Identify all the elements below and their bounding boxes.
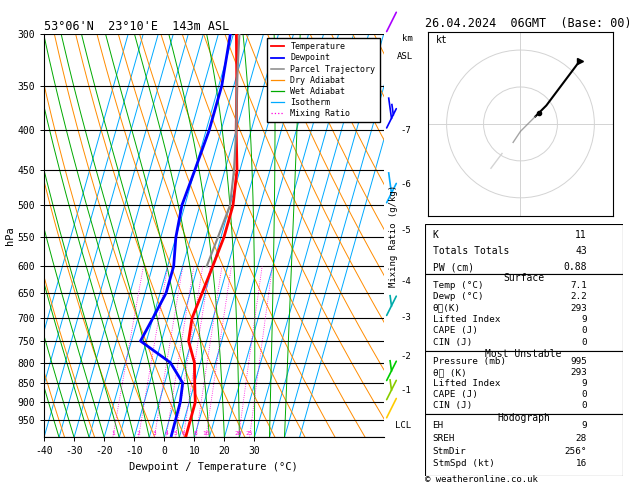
Text: -2: -2 xyxy=(401,352,411,361)
Bar xyxy=(425,415,623,476)
Text: Surface: Surface xyxy=(503,273,544,283)
Text: 2: 2 xyxy=(136,431,140,436)
Text: CAPE (J): CAPE (J) xyxy=(433,327,477,335)
Text: 7.1: 7.1 xyxy=(570,281,587,290)
Text: θᴇ(K): θᴇ(K) xyxy=(433,304,460,312)
Legend: Temperature, Dewpoint, Parcel Trajectory, Dry Adiabat, Wet Adiabat, Isotherm, Mi: Temperature, Dewpoint, Parcel Trajectory… xyxy=(267,38,379,122)
Text: 25: 25 xyxy=(246,431,253,436)
Text: 28: 28 xyxy=(576,434,587,443)
Text: -4: -4 xyxy=(401,277,411,286)
Text: 53°06'N  23°10'E  143m ASL: 53°06'N 23°10'E 143m ASL xyxy=(44,20,230,33)
Text: StmSpd (kt): StmSpd (kt) xyxy=(433,459,494,468)
Text: Most Unstable: Most Unstable xyxy=(486,349,562,360)
Text: 8: 8 xyxy=(194,431,198,436)
Text: 0: 0 xyxy=(581,338,587,347)
Text: Mixing Ratio (g/kg): Mixing Ratio (g/kg) xyxy=(389,185,398,287)
Text: θᴇ (K): θᴇ (K) xyxy=(433,368,466,377)
Text: 0: 0 xyxy=(581,401,587,410)
Text: ASL: ASL xyxy=(397,52,413,61)
Text: -6: -6 xyxy=(401,180,411,189)
Text: 16: 16 xyxy=(576,459,587,468)
Text: 0.88: 0.88 xyxy=(564,262,587,272)
Text: 293: 293 xyxy=(570,304,587,312)
Text: Hodograph: Hodograph xyxy=(497,413,550,423)
Text: Temp (°C): Temp (°C) xyxy=(433,281,483,290)
Text: Dewp (°C): Dewp (°C) xyxy=(433,293,483,301)
Text: Pressure (mb): Pressure (mb) xyxy=(433,357,506,366)
Text: K: K xyxy=(433,230,438,240)
Text: 293: 293 xyxy=(570,368,587,377)
Text: 43: 43 xyxy=(576,246,587,256)
Text: 0: 0 xyxy=(581,390,587,399)
Text: 0: 0 xyxy=(581,327,587,335)
Text: 6: 6 xyxy=(181,431,185,436)
Text: Lifted Index: Lifted Index xyxy=(433,315,500,324)
Text: 5: 5 xyxy=(174,431,177,436)
Text: 26.04.2024  06GMT  (Base: 00): 26.04.2024 06GMT (Base: 00) xyxy=(425,17,629,30)
Text: Totals Totals: Totals Totals xyxy=(433,246,509,256)
Text: CIN (J): CIN (J) xyxy=(433,401,472,410)
Text: EH: EH xyxy=(433,421,443,430)
Text: -5: -5 xyxy=(401,226,411,235)
Text: 3: 3 xyxy=(152,431,156,436)
Text: 4: 4 xyxy=(164,431,168,436)
Text: 11: 11 xyxy=(576,230,587,240)
Text: StmDir: StmDir xyxy=(433,447,466,455)
Text: -1: -1 xyxy=(401,386,411,395)
Text: SREH: SREH xyxy=(433,434,455,443)
Text: PW (cm): PW (cm) xyxy=(433,262,474,272)
Bar xyxy=(425,351,623,415)
Text: 2.2: 2.2 xyxy=(570,293,587,301)
Text: LCL: LCL xyxy=(395,421,411,430)
Text: 10: 10 xyxy=(202,431,209,436)
Y-axis label: hPa: hPa xyxy=(4,226,14,245)
Text: 20: 20 xyxy=(235,431,242,436)
X-axis label: Dewpoint / Temperature (°C): Dewpoint / Temperature (°C) xyxy=(130,462,298,472)
Text: kt: kt xyxy=(435,35,447,45)
Text: 9: 9 xyxy=(581,379,587,388)
Text: km: km xyxy=(403,34,413,43)
Text: 995: 995 xyxy=(570,357,587,366)
Text: 1: 1 xyxy=(111,431,114,436)
Text: -7: -7 xyxy=(401,126,411,135)
Text: 9: 9 xyxy=(581,421,587,430)
Text: -3: -3 xyxy=(401,313,411,322)
Text: Lifted Index: Lifted Index xyxy=(433,379,500,388)
Bar xyxy=(425,274,623,351)
Text: 9: 9 xyxy=(581,315,587,324)
Text: CIN (J): CIN (J) xyxy=(433,338,472,347)
Text: © weatheronline.co.uk: © weatheronline.co.uk xyxy=(425,474,537,484)
Text: CAPE (J): CAPE (J) xyxy=(433,390,477,399)
Bar xyxy=(425,224,623,274)
Text: 256°: 256° xyxy=(565,447,587,455)
